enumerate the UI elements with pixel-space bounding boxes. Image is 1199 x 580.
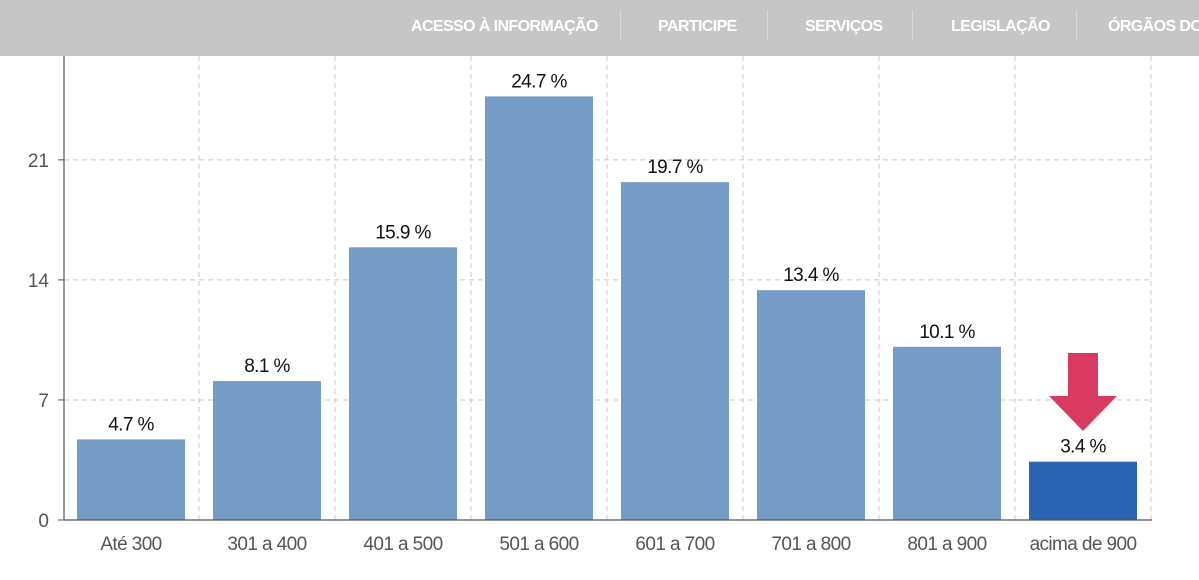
bar-2 [213, 381, 321, 520]
data-label: 19.7 % [647, 157, 703, 178]
nav-divider [620, 10, 621, 40]
nav-item-servicos[interactable]: SERVIÇOS [805, 18, 883, 35]
nav-divider [767, 10, 768, 40]
nav-item-legislacao[interactable]: LEGISLAÇÃO [951, 18, 1051, 35]
data-label: 24.7 % [511, 71, 567, 92]
y-tick-label: 21 [28, 151, 49, 172]
bar-1 [77, 439, 185, 520]
x-tick-label: 701 a 800 [771, 534, 850, 555]
x-tick-label: 301 a 400 [227, 534, 306, 555]
bar-6 [757, 290, 865, 520]
data-label: 13.4 % [783, 265, 839, 286]
y-tick-label: 14 [28, 271, 50, 292]
bar-7 [893, 346, 1001, 520]
y-tick-label: 7 [38, 391, 49, 412]
x-tick-label: acima de 900 [1030, 534, 1137, 555]
nav-item-participe[interactable]: PARTICIPE [658, 18, 737, 35]
data-label: 4.7 % [108, 414, 154, 435]
bar-5 [621, 182, 729, 520]
bar-4 [485, 96, 593, 520]
nav-item-orgaos-do-governo[interactable]: ÓRGÃOS DO [1108, 18, 1199, 35]
y-tick-label: 0 [38, 511, 49, 532]
data-label: 15.9 % [375, 222, 431, 243]
x-tick-label: 801 a 900 [907, 534, 986, 555]
top-navigation-bar: ACESSO À INFORMAÇÃO PARTICIPE SERVIÇOS L… [0, 0, 1199, 56]
bar-3 [349, 247, 457, 520]
data-label: 3.4 % [1060, 437, 1106, 458]
bar-chart: 4.7 % Até 300 8.1 % 301 a 400 15.9 % 401 a 50… [28, 56, 1152, 555]
x-tick-label: 401 a 500 [363, 534, 442, 555]
nav-divider [912, 10, 913, 40]
x-tick-label: Até 300 [100, 534, 161, 555]
nav-divider [1076, 10, 1077, 40]
arrow-down-icon [1049, 353, 1117, 431]
data-label: 8.1 % [244, 356, 290, 377]
bar-8 [1029, 461, 1137, 520]
nav-item-acesso-a-informacao[interactable]: ACESSO À INFORMAÇÃO [411, 18, 598, 35]
x-tick-label: 501 a 600 [499, 534, 578, 555]
data-label: 10.1 % [919, 322, 975, 343]
x-tick-label: 601 a 700 [635, 534, 714, 555]
